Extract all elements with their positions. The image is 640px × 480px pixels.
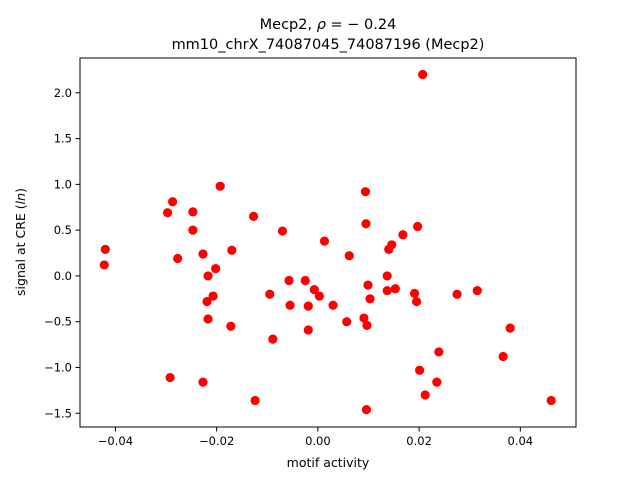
x-tick-label: −0.04 (98, 434, 133, 448)
data-point (472, 285, 482, 296)
data-point (361, 405, 372, 415)
data-point (284, 275, 294, 286)
data-point (303, 325, 313, 335)
data-point (382, 271, 392, 281)
data-point (314, 291, 324, 301)
data-point (309, 285, 319, 295)
data-point (173, 253, 183, 264)
data-point (202, 296, 212, 307)
data-point (319, 236, 330, 246)
data-point (409, 288, 420, 298)
y-axis-label: signal at CRE (ln) (13, 188, 28, 296)
data-point (285, 300, 295, 310)
data-point (382, 285, 392, 296)
data-point (342, 317, 352, 327)
data-point (268, 334, 278, 344)
data-point (99, 260, 109, 270)
data-point (203, 271, 213, 281)
data-point (162, 208, 173, 218)
data-point (208, 291, 218, 301)
y-tick-label: 0.0 (54, 269, 72, 283)
data-point (215, 181, 225, 191)
data-point (359, 313, 369, 323)
data-point (363, 280, 373, 290)
chart-title-line1: Mecp2, ρ = − 0.24 (260, 17, 397, 33)
data-point (265, 289, 275, 299)
y-tick-label: 0.5 (54, 223, 72, 237)
data-point (203, 314, 213, 324)
data-point (546, 395, 556, 406)
data-point (432, 377, 442, 387)
data-point (100, 244, 110, 254)
data-point (227, 245, 237, 255)
y-tick-label: −1.0 (44, 360, 72, 374)
y-tick-label: 1.0 (54, 177, 72, 191)
data-point (344, 251, 354, 261)
data-points (99, 69, 556, 415)
data-point (165, 372, 175, 383)
y-axis: −1.5 −1.0 −0.5 0.0 0.5 1.0 1.5 2.0 (44, 86, 80, 420)
data-point (411, 296, 422, 307)
data-point (249, 211, 259, 222)
data-point (434, 347, 444, 357)
data-point (365, 294, 375, 304)
x-tick-label: 0.04 (508, 434, 534, 448)
data-point (300, 275, 310, 286)
data-point (226, 321, 236, 331)
y-tick-label: −1.5 (44, 406, 72, 420)
data-point (360, 187, 371, 197)
y-tick-label: −0.5 (44, 315, 72, 329)
data-point (328, 300, 338, 310)
data-point (420, 390, 430, 400)
data-point (412, 221, 423, 232)
y-tick-label: 1.5 (54, 132, 72, 146)
y-tick-label: 2.0 (54, 86, 72, 100)
data-point (277, 226, 288, 236)
chart-title-line2: mm10_chrX_74087045_74087196 (Mecp2) (172, 37, 485, 53)
plot-frame (79, 57, 577, 428)
data-point (188, 207, 198, 217)
x-axis-label: motif activity (287, 455, 370, 470)
data-point (498, 351, 508, 362)
data-point (211, 263, 221, 274)
data-point (198, 377, 208, 387)
x-tick-label: −0.02 (199, 434, 234, 448)
data-point (188, 225, 198, 235)
data-point (505, 323, 515, 333)
data-point (361, 219, 371, 229)
data-point (387, 240, 397, 250)
data-point (303, 301, 313, 311)
data-point (452, 289, 462, 299)
x-axis: −0.04 −0.02 0.00 0.02 0.04 (98, 427, 533, 448)
data-point (198, 249, 208, 259)
data-point (250, 395, 260, 406)
data-point (398, 230, 408, 240)
data-point (415, 365, 425, 375)
data-point (362, 320, 372, 330)
data-point (168, 197, 178, 207)
data-point (390, 284, 400, 294)
data-point (418, 69, 428, 80)
x-tick-label: 0.00 (305, 434, 331, 448)
x-tick-label: 0.02 (406, 434, 432, 448)
